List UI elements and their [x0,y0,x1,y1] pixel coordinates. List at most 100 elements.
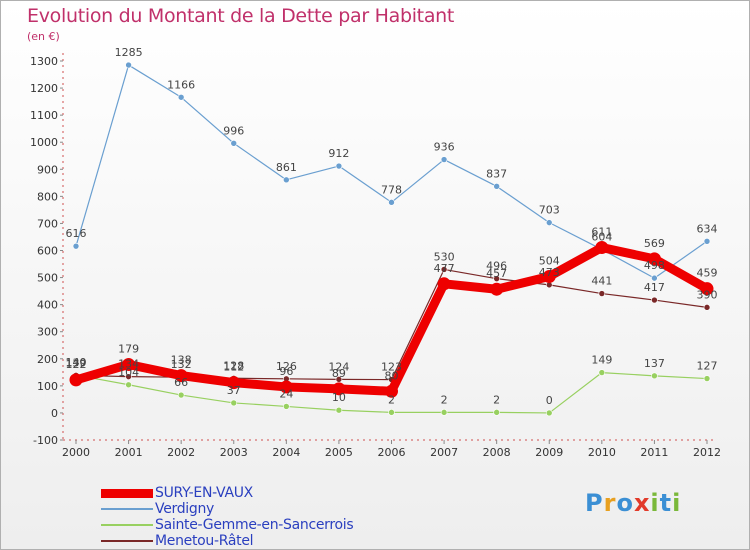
y-tick-label: 0 [51,407,58,420]
data-label: 390 [697,288,718,301]
data-label: 504 [539,254,560,267]
data-label: 128 [223,359,244,372]
data-label: 611 [591,226,612,239]
y-tick-label: 1200 [30,82,58,95]
data-label: 124 [328,360,349,373]
data-point [651,372,658,380]
chart-title: Evolution du Montant de la Dette par Hab… [27,5,455,27]
data-point [283,403,290,410]
y-tick-label: 900 [37,163,58,176]
data-label: 134 [118,358,139,371]
data-point [283,176,290,184]
data-point [230,139,238,147]
y-tick-label: 1100 [30,109,58,122]
legend-item-menetou-ratel: Menetou-Râtel [101,533,353,549]
data-label: 96 [279,365,293,378]
proxiti-logo: Proxiti [585,489,681,517]
legend-swatch [101,508,153,510]
data-label: 138 [171,354,192,367]
logo-letter: o [616,489,634,517]
y-tick-label: 600 [37,245,58,258]
data-point [493,409,500,416]
data-label: 457 [486,267,507,280]
data-point [125,381,132,389]
data-point [545,219,553,226]
data-label: 140 [66,356,87,369]
x-tick-label: 2002 [167,446,195,459]
x-tick-label: 2003 [220,446,248,459]
data-label: 126 [276,360,297,373]
data-label: 66 [174,376,188,389]
data-point [440,266,448,273]
data-label: 137 [644,357,665,370]
data-label: 778 [381,183,402,196]
legend: SURY-EN-VAUX Verdigny Sainte-Gemme-en-Sa… [101,485,354,549]
data-label: 498 [644,259,665,272]
data-point [700,282,714,296]
data-point [335,162,343,170]
x-tick-label: 2012 [693,446,721,459]
y-tick-label: 500 [37,272,58,285]
data-label: 703 [539,204,560,217]
legend-swatch [101,488,153,498]
data-label: 2 [388,393,395,406]
data-label: 473 [539,266,560,279]
data-label: 122 [66,358,87,371]
data-label: 634 [697,222,718,235]
data-point [493,183,500,190]
logo-letter: r [603,489,617,517]
data-point [174,369,188,383]
data-point [279,380,293,394]
legend-label: Sainte-Gemme-en-Sancerrois [155,517,354,533]
y-tick-label: 400 [37,299,58,312]
data-label: 604 [591,230,612,243]
logo-letter: t [659,489,673,517]
data-label: 80 [385,369,399,382]
legend-label: Menetou-Râtel [155,533,254,549]
data-point [125,61,132,69]
y-unit-label: (en €) [27,30,60,43]
legend-item-sainte-gemme: Sainte-Gemme-en-Sancerrois [101,517,354,533]
data-point [651,296,658,304]
logo-letter: i [672,489,682,517]
data-point [227,376,241,390]
data-point [490,282,504,296]
data-label: 996 [223,124,244,137]
data-label: 123 [381,361,402,374]
data-label: 1166 [167,78,195,91]
data-point [598,290,606,297]
data-label: 24 [279,387,293,400]
data-label: 127 [697,360,718,373]
data-label: 112 [223,361,244,374]
data-point [598,369,606,376]
data-label: 417 [644,281,665,294]
data-point [651,274,658,282]
data-label: 496 [486,260,507,273]
y-tick-label: 1300 [30,55,58,68]
data-label: 132 [171,358,192,371]
x-tick-label: 2009 [535,446,563,459]
x-tick-label: 2010 [588,446,616,459]
data-point [388,199,395,206]
data-label: 530 [434,250,455,263]
data-point [335,406,343,414]
data-label: 179 [118,342,139,355]
data-label: 459 [697,267,718,280]
legend-swatch [101,524,153,526]
data-label: 936 [434,141,455,154]
data-point [545,409,553,417]
data-point [177,93,185,101]
x-tick-label: 2004 [272,446,300,459]
data-label: 569 [644,237,665,250]
data-point [177,391,185,399]
data-label: 616 [66,227,87,240]
data-label: 2 [441,393,448,406]
x-tick-label: 2008 [483,446,511,459]
data-point [385,384,398,398]
y-tick-label: 700 [37,217,58,230]
x-tick-label: 2011 [640,446,668,459]
legend-swatch [101,540,153,542]
data-point [440,156,448,163]
data-label: 149 [591,354,612,367]
